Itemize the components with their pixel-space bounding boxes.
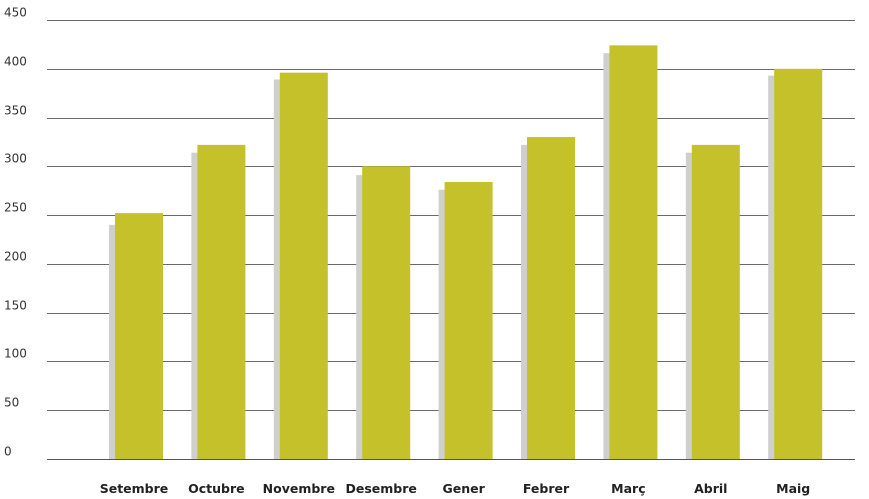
x-category-label: Novembre bbox=[263, 481, 335, 496]
y-tick-label: 250 bbox=[4, 201, 27, 215]
y-tick-label: 100 bbox=[4, 347, 27, 361]
bar-desembre bbox=[362, 166, 411, 460]
x-category-label: Març bbox=[611, 481, 645, 496]
bar-març bbox=[609, 45, 658, 460]
bar-setembre bbox=[115, 213, 163, 459]
y-tick-label: 0 bbox=[4, 445, 12, 459]
y-tick-label: 300 bbox=[4, 152, 27, 166]
x-category-label: Maig bbox=[776, 481, 810, 496]
bar-gener bbox=[444, 181, 493, 460]
bar-febrer bbox=[527, 137, 575, 460]
y-tick-label: 150 bbox=[4, 299, 27, 313]
bar-maig bbox=[774, 68, 823, 460]
y-tick-label: 200 bbox=[4, 250, 27, 264]
bar-novembre bbox=[279, 72, 328, 460]
x-category-label: Gener bbox=[442, 481, 485, 496]
x-category-label: Febrer bbox=[523, 481, 570, 496]
bars bbox=[109, 45, 823, 460]
x-category-label: Desembre bbox=[346, 481, 417, 496]
x-category-label: Setembre bbox=[100, 481, 169, 496]
x-axis-category-labels: Setembre Octubre Novembre Desembre Gener Febr… bbox=[100, 481, 811, 496]
bar-octubre bbox=[197, 144, 246, 460]
y-tick-label: 450 bbox=[4, 6, 27, 20]
y-axis-tick-labels: 0 50 100 150 200 250 300 350 400 450 bbox=[4, 6, 27, 459]
y-tick-label: 350 bbox=[4, 104, 27, 118]
x-category-label: Octubre bbox=[188, 481, 245, 496]
y-tick-label: 400 bbox=[4, 55, 27, 69]
x-category-label: Abril bbox=[694, 481, 727, 496]
bar-abril bbox=[691, 144, 740, 460]
y-tick-label: 50 bbox=[4, 396, 19, 410]
